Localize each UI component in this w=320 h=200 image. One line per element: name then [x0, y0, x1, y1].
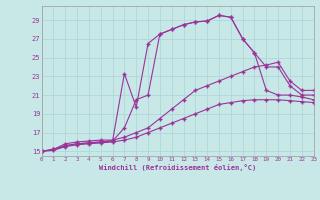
- X-axis label: Windchill (Refroidissement éolien,°C): Windchill (Refroidissement éolien,°C): [99, 164, 256, 171]
